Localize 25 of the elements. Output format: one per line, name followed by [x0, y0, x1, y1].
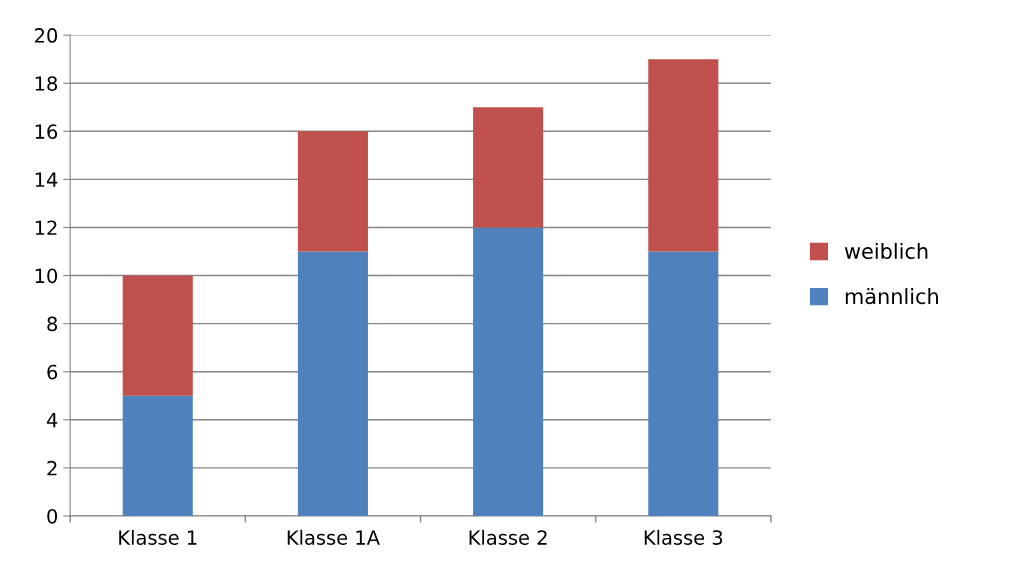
y-tick-label: 10 — [35, 268, 58, 284]
y-tick-label: 2 — [47, 460, 57, 476]
y-tick-label: 18 — [35, 76, 58, 91]
bar — [297, 251, 368, 516]
y-tick-label: 14 — [35, 172, 58, 187]
y-tick-label: 6 — [47, 364, 58, 380]
x-tick-label: Klasse 1A — [287, 529, 380, 545]
legend-label: männlich — [845, 288, 938, 305]
x-tick-label: Klasse 1 — [119, 529, 197, 545]
x-tick-label: Klasse 3 — [644, 529, 723, 545]
bar — [122, 275, 193, 396]
y-tick-label: 0 — [47, 508, 58, 524]
bar — [122, 395, 193, 516]
y-tick-label: 20 — [35, 28, 58, 43]
bar — [648, 251, 719, 516]
y-tick-label: 12 — [35, 220, 57, 235]
y-tick-label: 8 — [47, 316, 58, 332]
y-tick-label: 4 — [46, 413, 58, 428]
legend-label: weiblich — [844, 242, 928, 260]
bar — [473, 227, 544, 516]
bar — [473, 107, 544, 228]
x-tick-label: Klasse 2 — [469, 529, 547, 545]
bar — [297, 131, 368, 252]
bar — [648, 59, 719, 252]
y-tick-label: 16 — [35, 124, 58, 139]
